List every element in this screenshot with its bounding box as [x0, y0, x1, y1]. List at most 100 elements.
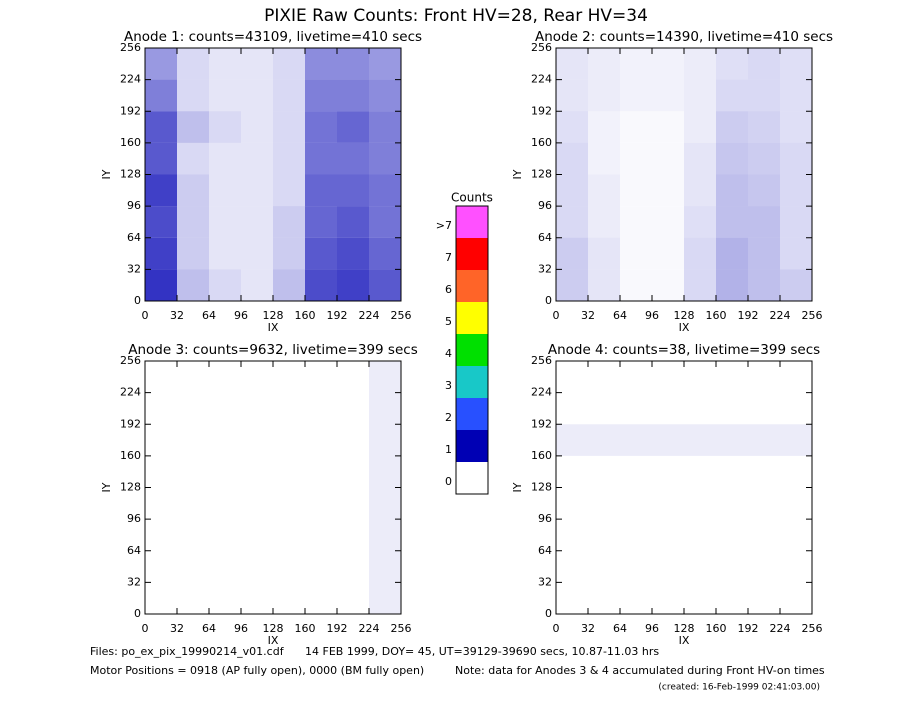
- heatmap-cell: [716, 393, 748, 425]
- colorbar-label: 6: [445, 283, 452, 296]
- heatmap-cell: [337, 361, 369, 393]
- heatmap-cell: [241, 519, 273, 551]
- y-tick-label: 0: [134, 607, 141, 620]
- heatmap-cell: [337, 79, 369, 112]
- heatmap-cell: [588, 488, 620, 520]
- footer-note: Note: data for Anodes 3 & 4 accumulated …: [455, 664, 825, 677]
- heatmap-cell: [305, 79, 337, 112]
- y-tick-label: 192: [120, 104, 141, 117]
- x-tick-label: 224: [770, 622, 791, 635]
- heatmap-cell: [748, 393, 780, 425]
- x-tick-label: 0: [142, 309, 149, 322]
- heatmap-cell: [748, 519, 780, 551]
- heatmap-cell: [716, 269, 748, 301]
- x-tick-label: 160: [706, 309, 727, 322]
- heatmap-cell: [273, 361, 305, 393]
- heatmap-cell: [273, 393, 305, 425]
- heatmap-cell: [145, 206, 177, 238]
- heatmap-cell: [588, 48, 620, 80]
- x-tick-label: 256: [391, 622, 412, 635]
- heatmap-cell: [684, 456, 716, 488]
- heatmap-cell: [748, 174, 780, 207]
- footer-motor: Motor Positions = 0918 (AP fully open), …: [90, 664, 424, 677]
- heatmap-cell: [588, 519, 620, 551]
- y-tick-label: 64: [538, 544, 552, 557]
- heatmap-cell: [369, 79, 401, 112]
- x-tick-label: 32: [170, 309, 184, 322]
- y-tick-label: 32: [538, 575, 552, 588]
- heatmap-cell: [652, 79, 684, 112]
- heatmap-cell: [305, 174, 337, 207]
- heatmap-cell: [177, 237, 209, 270]
- heatmap-cell: [145, 456, 177, 488]
- y-tick-label: 64: [127, 231, 141, 244]
- heatmap-cell: [588, 361, 620, 393]
- x-tick-label: 160: [295, 622, 316, 635]
- heatmap-cell: [620, 79, 652, 112]
- heatmap-cell: [620, 361, 652, 393]
- heatmap-cell: [145, 269, 177, 301]
- heatmap-cell: [780, 237, 812, 270]
- heatmap-cell: [209, 269, 241, 301]
- heatmap-cell: [748, 456, 780, 488]
- heatmap-cell: [209, 519, 241, 551]
- heatmap-cell: [337, 582, 369, 614]
- heatmap-cell: [588, 424, 620, 456]
- heatmap-cell: [748, 582, 780, 614]
- heatmap-cell: [369, 111, 401, 143]
- heatmap-cell: [177, 582, 209, 614]
- heatmap-cell: [209, 551, 241, 583]
- x-tick-label: 256: [391, 309, 412, 322]
- heatmap-cell: [780, 488, 812, 520]
- heatmap-cell: [241, 424, 273, 456]
- heatmap-cell: [588, 174, 620, 207]
- heatmap-cell: [652, 175, 684, 207]
- heatmap-cell: [780, 79, 812, 112]
- heatmap-cell: [620, 143, 652, 175]
- heatmap-cell: [748, 269, 780, 301]
- heatmap-cell: [145, 48, 177, 80]
- heatmap-cell: [620, 456, 652, 488]
- heatmap-cell: [780, 424, 812, 456]
- x-tick-label: 256: [802, 622, 823, 635]
- heatmap-cell: [588, 142, 620, 175]
- heatmap-cell: [588, 393, 620, 425]
- y-tick-label: 32: [127, 575, 141, 588]
- heatmap-cell: [556, 48, 588, 80]
- x-tick-label: 192: [738, 309, 759, 322]
- heatmap-cell: [369, 392, 401, 425]
- heatmap-cell: [241, 269, 273, 301]
- heatmap-cell: [748, 111, 780, 143]
- heatmap-cell: [684, 582, 716, 614]
- heatmap-cell: [209, 361, 241, 393]
- heatmap-cell: [684, 488, 716, 520]
- heatmap-cell: [305, 393, 337, 425]
- heatmap-cell: [273, 206, 305, 238]
- heatmap-cell: [209, 111, 241, 143]
- heatmap-cell: [556, 488, 588, 520]
- x-tick-label: 192: [327, 622, 348, 635]
- heatmap-cell: [305, 269, 337, 301]
- heatmap-cell: [684, 237, 716, 270]
- heatmap-cell: [177, 488, 209, 520]
- y-tick-label: 128: [531, 481, 552, 494]
- y-tick-label: 0: [134, 294, 141, 307]
- heatmap-cell: [145, 361, 177, 393]
- heatmap-cell: [305, 424, 337, 456]
- heatmap-cell: [620, 488, 652, 520]
- heatmap-cell: [748, 142, 780, 175]
- y-tick-label: 96: [538, 512, 552, 525]
- heatmap-cell: [369, 174, 401, 207]
- y-tick-label: 32: [538, 262, 552, 275]
- y-tick-label: 64: [538, 231, 552, 244]
- heatmap-cell: [588, 111, 620, 143]
- heatmap-cell: [556, 456, 588, 488]
- heatmap-cell: [305, 237, 337, 270]
- heatmap-cell: [337, 488, 369, 520]
- colorbar-swatch: [456, 462, 488, 494]
- heatmap-cell: [305, 582, 337, 614]
- heatmap-cell: [652, 48, 684, 80]
- heatmap-cell: [652, 519, 684, 551]
- heatmap-cell: [209, 174, 241, 207]
- x-tick-label: 128: [263, 309, 284, 322]
